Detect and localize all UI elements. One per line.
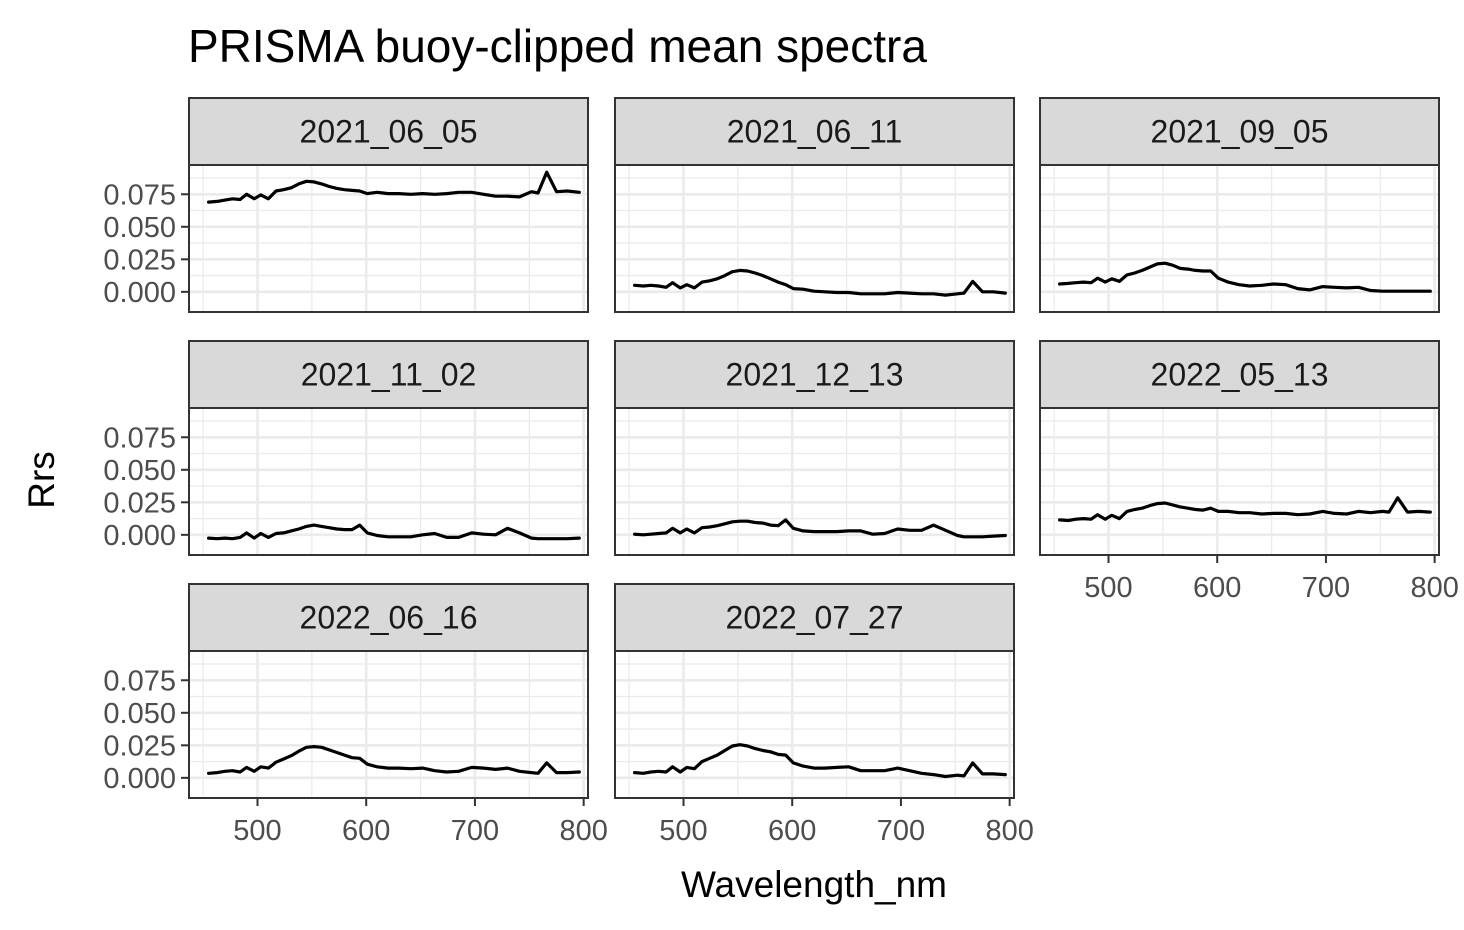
- facet-panels: 2021_06_050.0000.0250.0500.0752021_06_11…: [103, 97, 1459, 847]
- series-line: [207, 523, 581, 541]
- panel-border: [188, 407, 589, 556]
- facet-strip-label: 2022_07_27: [726, 600, 904, 636]
- x-tick-label: 700: [1302, 572, 1350, 604]
- facet-strip-label: 2022_06_16: [300, 600, 478, 636]
- y-axis-title: Rrs: [21, 451, 62, 509]
- x-axis-title: Wavelength_nm: [681, 864, 947, 905]
- facet-panel: 2022_07_27 500 600 700 800: [614, 583, 1034, 847]
- series-line: [1057, 496, 1432, 523]
- panel-border: [188, 650, 589, 799]
- y-tick-label: 0.050: [103, 212, 176, 244]
- series-line: [207, 744, 581, 775]
- facet-strip-label: 2021_06_11: [727, 114, 903, 150]
- facet-strip: [188, 583, 589, 652]
- panel-background: [189, 408, 588, 555]
- panel-background: [189, 651, 588, 798]
- x-tick-label: 500: [659, 815, 707, 847]
- x-tick-label: 800: [985, 815, 1033, 847]
- panel-border: [614, 650, 1015, 799]
- facet-strip: [1039, 97, 1440, 166]
- y-tick-label: 0.025: [103, 487, 176, 519]
- series-line: [632, 268, 1007, 297]
- series-line: [632, 743, 1007, 779]
- facet-strip-label: 2021_11_02: [301, 357, 477, 393]
- panel-background: [1040, 165, 1439, 312]
- y-tick-label: 0.050: [103, 698, 176, 730]
- panel-background: [615, 651, 1014, 798]
- panel-border: [1039, 407, 1440, 556]
- y-tick-label: 0.025: [103, 244, 176, 276]
- y-tick-label: 0.025: [103, 730, 176, 762]
- facet-strip: [614, 583, 1015, 652]
- facet-strip-label: 2021_06_05: [300, 114, 478, 150]
- facet-strip: [188, 340, 589, 409]
- y-tick-label: 0.000: [103, 520, 176, 552]
- x-tick-label: 800: [1410, 572, 1458, 604]
- series-line: [207, 170, 581, 204]
- facet-strip-label: 2022_05_13: [1151, 357, 1329, 393]
- x-tick-label: 700: [451, 815, 499, 847]
- panel-background: [1040, 408, 1439, 555]
- panel-border: [1039, 164, 1440, 313]
- panel-background: [189, 165, 588, 312]
- x-tick-label: 600: [768, 815, 816, 847]
- y-tick-label: 0.075: [103, 665, 176, 697]
- panel-border: [614, 164, 1015, 313]
- x-tick-label: 500: [233, 815, 281, 847]
- y-tick-label: 0.075: [103, 422, 176, 454]
- facet-panel: 2022_05_13 500 600 700 800: [1039, 340, 1459, 604]
- facet-strip-label: 2021_09_05: [1151, 114, 1329, 150]
- x-tick-label: 800: [559, 815, 607, 847]
- x-tick-label: 500: [1084, 572, 1132, 604]
- y-tick-label: 0.000: [103, 277, 176, 309]
- facet-panel: 2021_09_05: [1039, 97, 1440, 313]
- x-tick-label: 600: [1193, 572, 1241, 604]
- facet-strip: [188, 97, 589, 166]
- y-tick-label: 0.050: [103, 455, 176, 487]
- facet-panel: 2021_12_13: [614, 340, 1015, 556]
- x-tick-label: 600: [342, 815, 390, 847]
- x-tick-label: 700: [877, 815, 925, 847]
- panel-border: [188, 164, 589, 313]
- chart-title: PRISMA buoy-clipped mean spectra: [188, 20, 927, 72]
- facet-strip: [614, 97, 1015, 166]
- panel-border: [614, 407, 1015, 556]
- series-line: [632, 518, 1007, 539]
- facet-strip: [1039, 340, 1440, 409]
- y-tick-label: 0.000: [103, 763, 176, 795]
- series-line: [1057, 261, 1432, 293]
- y-tick-label: 0.075: [103, 179, 176, 211]
- facet-panel: 2021_06_11: [614, 97, 1015, 313]
- facet-strip-label: 2021_12_13: [726, 357, 904, 393]
